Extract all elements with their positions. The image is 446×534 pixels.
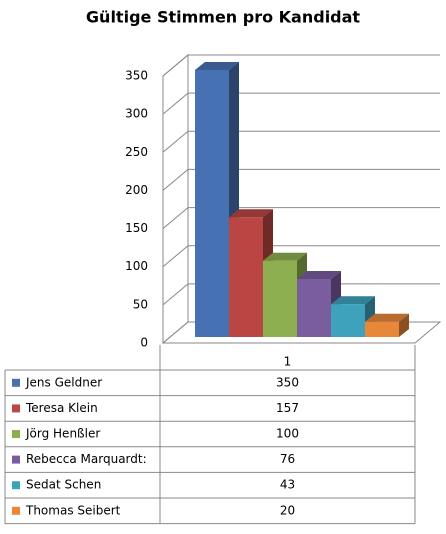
bar <box>331 304 365 337</box>
bar-side-shade <box>399 313 409 337</box>
grid-line <box>162 283 440 306</box>
legend-label: Teresa Klein <box>25 401 98 415</box>
data-label: 157 <box>276 401 299 415</box>
y-tick-label: 150 <box>125 221 148 235</box>
legend-key <box>12 404 20 413</box>
bar <box>229 217 263 337</box>
y-tick-label: 0 <box>140 336 148 350</box>
chart-title: Gültige Stimmen pro Kandidat <box>86 8 361 27</box>
y-tick-label: 50 <box>133 297 148 311</box>
bar <box>365 321 399 337</box>
bar-top <box>331 296 375 305</box>
bar-top <box>195 62 239 70</box>
data-label: 20 <box>280 503 295 517</box>
x-tick-label: 1 <box>284 355 292 369</box>
legend-label: Sedat Schen <box>26 478 101 492</box>
grid-line <box>162 92 440 115</box>
bar-top <box>263 252 307 261</box>
legend-key <box>12 455 20 464</box>
bar-top-shade <box>297 271 341 280</box>
grid-line <box>162 207 440 229</box>
bar-top-shade <box>195 62 239 70</box>
legend-key <box>12 506 20 515</box>
bar-side <box>399 313 409 337</box>
grid-line <box>162 168 440 191</box>
legend-key <box>12 378 20 387</box>
legend-key <box>12 430 20 438</box>
grid-line <box>162 130 440 153</box>
y-tick-label: 100 <box>125 259 148 273</box>
y-tick-label: 200 <box>125 183 148 197</box>
legend-label: Thomas Seibert <box>25 503 121 517</box>
bar-top-shade <box>365 313 409 322</box>
bar-top <box>229 209 273 218</box>
bar <box>297 279 331 337</box>
data-label: 100 <box>276 427 299 441</box>
y-tick-label: 300 <box>125 107 148 121</box>
y-tick-label: 250 <box>125 145 148 159</box>
bar-top <box>297 271 341 280</box>
legend-label: Jens Geldner <box>25 375 102 389</box>
bar-top-shade <box>263 252 307 261</box>
data-label: 76 <box>280 452 295 466</box>
bar-top <box>365 313 409 322</box>
bar <box>263 260 297 337</box>
legend-key <box>12 481 20 490</box>
legend-label: Rebecca Marquardt: <box>26 452 147 466</box>
grid-line <box>162 54 440 77</box>
grid-line <box>162 245 440 268</box>
bar-top-shade <box>229 209 273 218</box>
back-wall <box>162 53 189 343</box>
bar-top-shade <box>331 296 375 305</box>
bar <box>195 70 229 337</box>
y-tick-label: 350 <box>125 69 148 83</box>
legend-label: Jörg Henßler <box>25 427 100 441</box>
data-label: 43 <box>280 478 295 492</box>
data-label: 350 <box>276 375 299 389</box>
